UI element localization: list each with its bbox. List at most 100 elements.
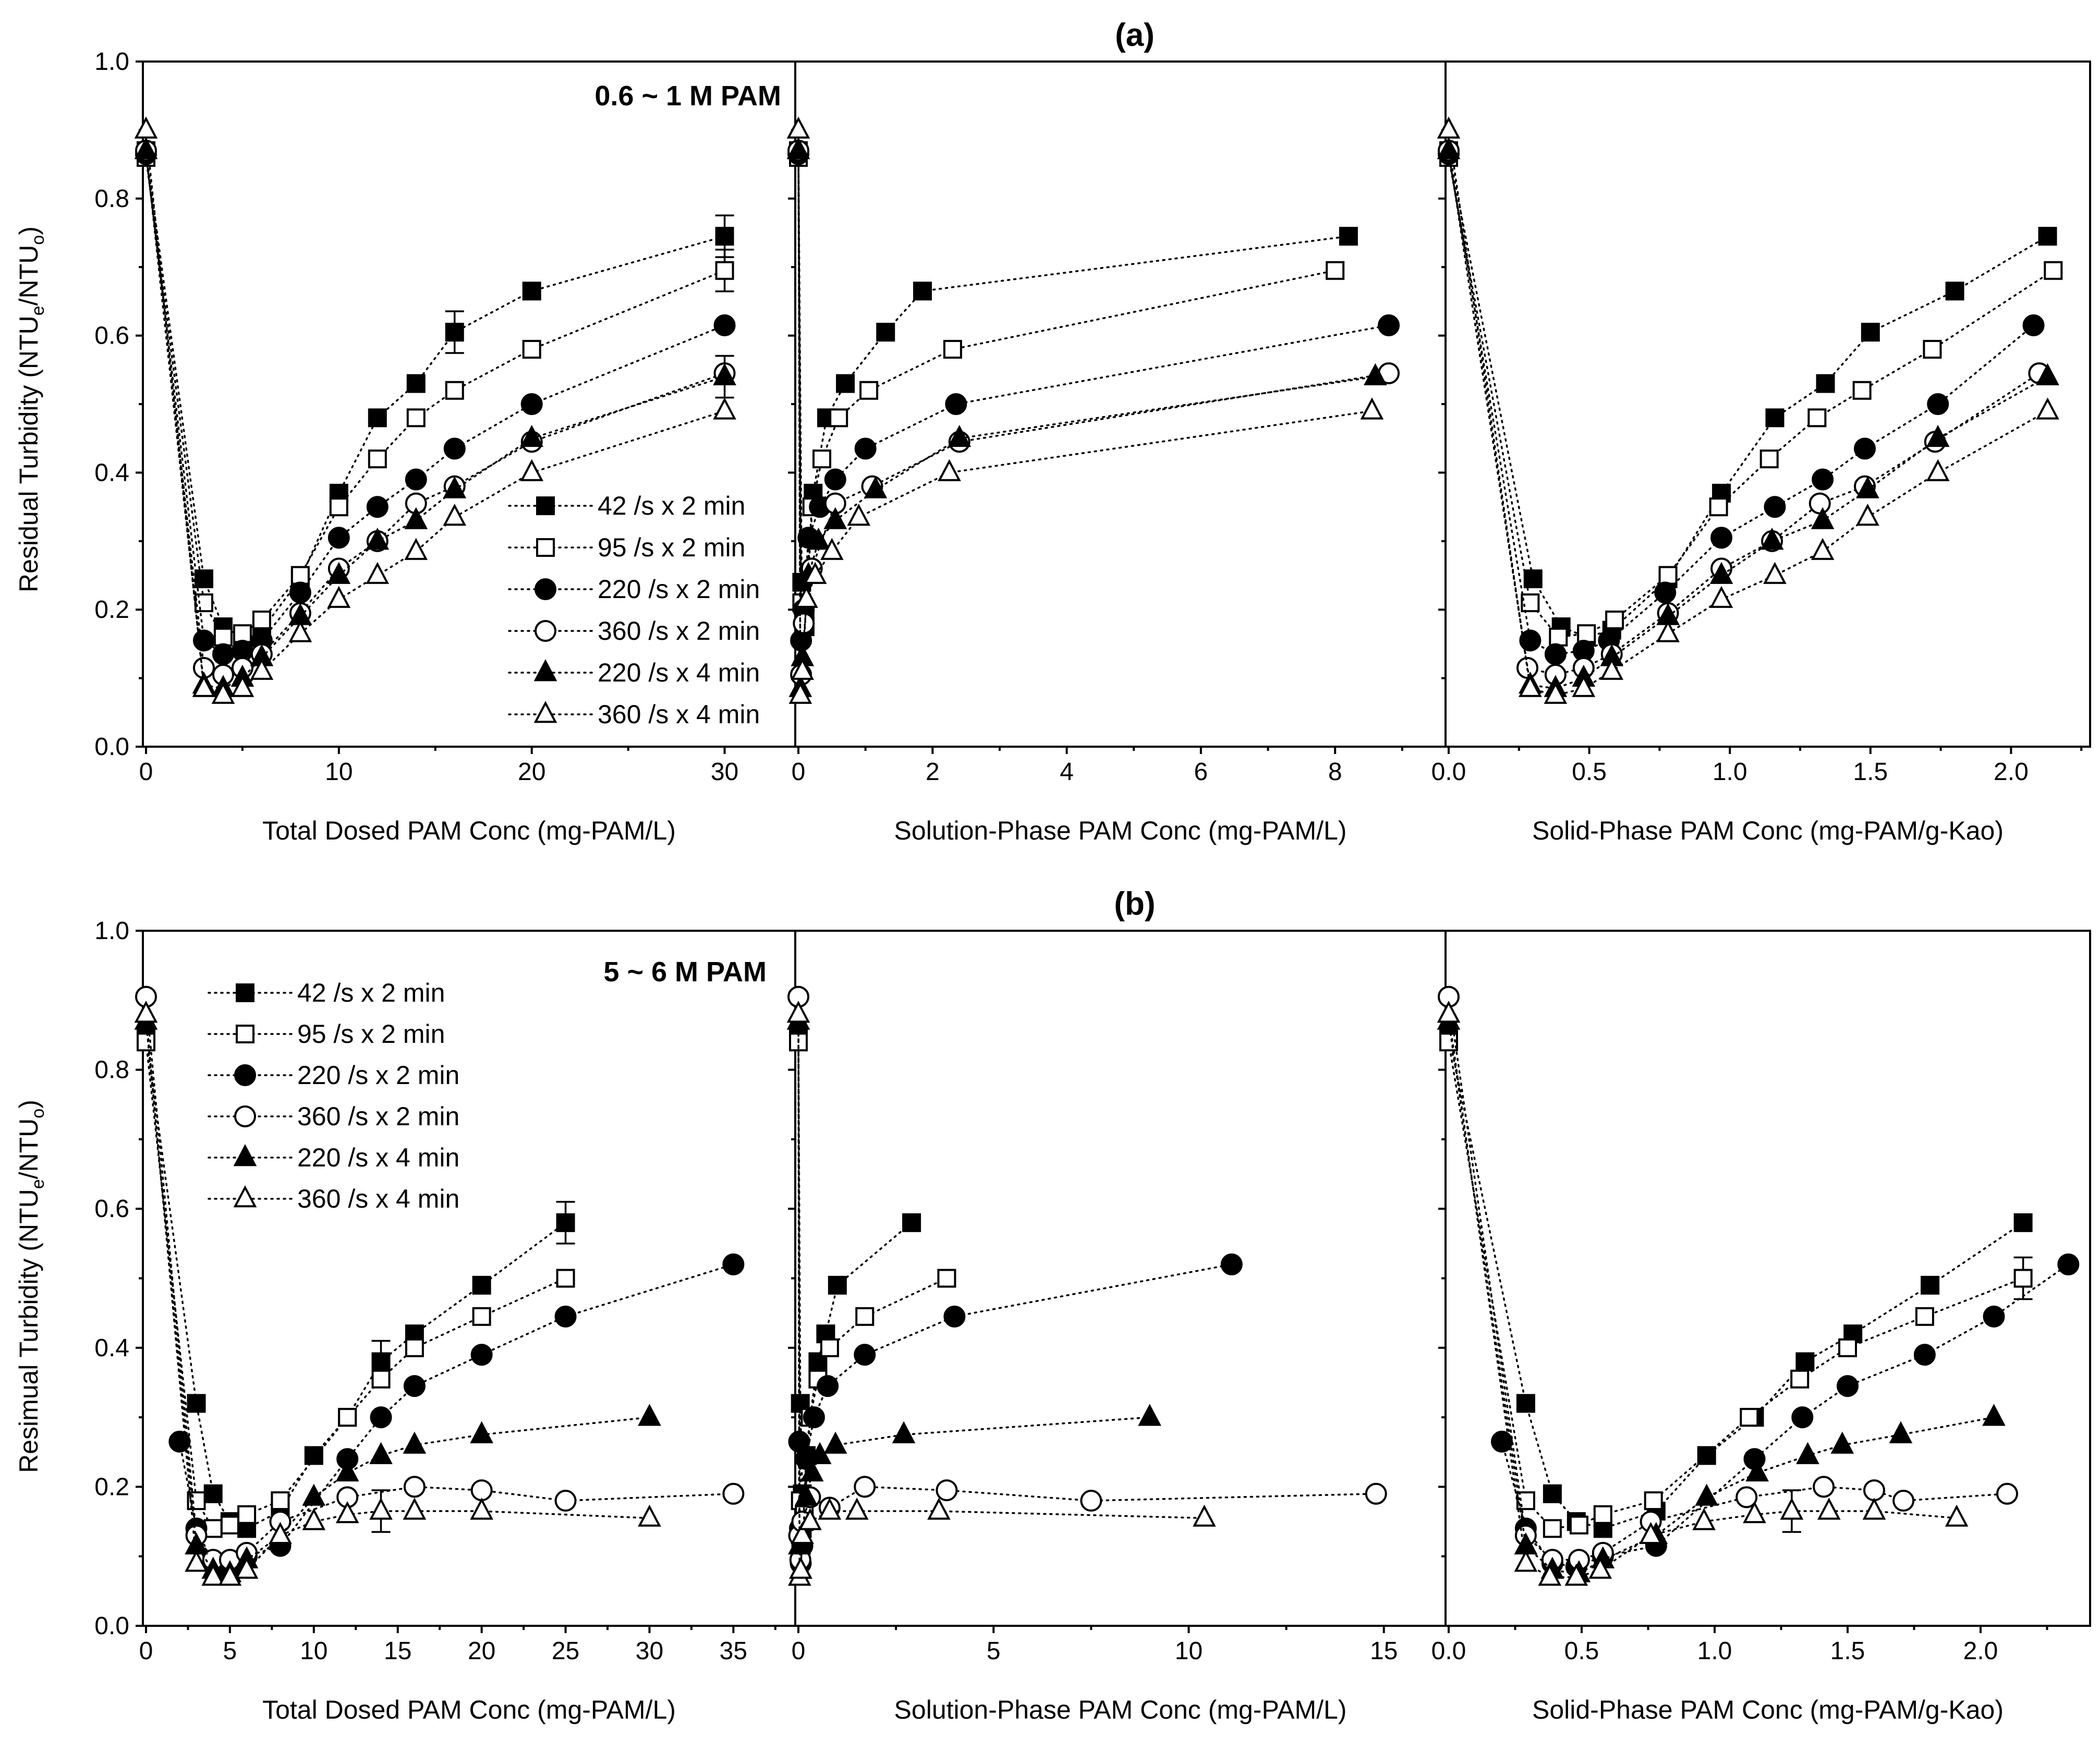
point-a1-0-8 bbox=[406, 374, 426, 393]
point-b3-2-11 bbox=[2057, 1253, 2080, 1275]
legend-a-label-0: 42 /s x 2 min bbox=[598, 491, 745, 520]
x-tick-label-a3: 1.0 bbox=[1713, 758, 1747, 786]
point-b3-1-10 bbox=[2013, 1269, 2033, 1288]
panel-a1: 0.0 0.2 0.4 0.6 0.8 1.0 0 10 20 30 Total Dosed PAM… bbox=[94, 48, 796, 845]
point-a1-2-8 bbox=[405, 468, 427, 491]
point-b3-4-9 bbox=[1830, 1431, 1854, 1454]
x-tick-label-a2: 4 bbox=[1060, 758, 1074, 786]
point-a1-5-10 bbox=[520, 459, 544, 481]
point-a1-2-1 bbox=[192, 629, 215, 652]
point-a2-4-7 bbox=[948, 424, 972, 447]
point-b3-2-9 bbox=[1913, 1344, 1936, 1366]
y-tick-label-a1: 1.0 bbox=[94, 48, 129, 76]
point-b3-1-9 bbox=[1915, 1307, 1934, 1326]
point-b1-4-6 bbox=[302, 1483, 326, 1506]
series-line-a1-2 bbox=[145, 153, 726, 655]
legend-a-item-0: 42 /s x 2 min bbox=[508, 491, 745, 520]
point-a3-0-9 bbox=[1861, 323, 1880, 342]
point-a3-3-8 bbox=[1808, 492, 1831, 515]
point-a3-1-9 bbox=[1852, 381, 1872, 400]
legend-b-label-2: 220 /s x 2 min bbox=[297, 1061, 459, 1090]
point-b2-2-8 bbox=[943, 1305, 966, 1328]
point-a3-5-10 bbox=[1926, 459, 1950, 481]
point-a3-4-0 bbox=[1437, 137, 1461, 160]
point-a2-4-4 bbox=[807, 527, 830, 550]
point-a1-5-0 bbox=[134, 116, 158, 139]
legend-a-label-5: 360 /s x 4 min bbox=[598, 700, 760, 729]
point-b3-5-3 bbox=[1564, 1563, 1588, 1586]
point-a2-5-1 bbox=[788, 682, 812, 704]
point-b2-5-2 bbox=[789, 1556, 812, 1579]
series-a3-5 bbox=[1437, 116, 2059, 704]
point-b3-0-1 bbox=[1516, 1394, 1535, 1413]
point-a3-4-8 bbox=[1811, 507, 1835, 529]
point-a2-0-6 bbox=[876, 323, 895, 342]
point-b3-1-3 bbox=[1569, 1515, 1588, 1535]
panel-b2: 0 5 10 15 Solution-Phase PAM Conc (mg-PAM/L) bbox=[786, 930, 1447, 1724]
x-tick-label-b2: 0 bbox=[792, 1637, 806, 1665]
y-axis-label-a-main: Residual Turbidity (NTU bbox=[14, 315, 43, 592]
series-line-a3-5 bbox=[1448, 129, 2049, 697]
series-a2-5 bbox=[786, 116, 1384, 704]
panel-b1: 0.0 0.2 0.4 0.6 0.8 1.0 0 5 10 15 20 25 30 35 Total Do… bbox=[94, 917, 796, 1724]
legend-b-marker-5 bbox=[233, 1185, 257, 1208]
x-tick-label-a2: 2 bbox=[926, 758, 940, 786]
point-b1-5-9 bbox=[403, 1498, 427, 1520]
point-a2-2-8 bbox=[1378, 314, 1400, 336]
y-tick-label-a1: 0.8 bbox=[94, 185, 129, 213]
legend-a-marker-2 bbox=[535, 578, 556, 600]
point-a2-5-2 bbox=[791, 658, 815, 680]
point-a1-0-9 bbox=[445, 323, 464, 342]
point-b1-0-10 bbox=[472, 1275, 491, 1295]
point-a1-1-9 bbox=[445, 381, 464, 400]
legend-b-item-1: 95 /s x 2 min bbox=[208, 1019, 445, 1049]
point-b1-3-10 bbox=[722, 1482, 745, 1505]
point-b3-1-6 bbox=[1740, 1408, 1759, 1427]
point-b1-1-7 bbox=[371, 1369, 391, 1389]
series-line-a1-5 bbox=[145, 129, 726, 697]
point-a3-5-4 bbox=[1600, 658, 1624, 680]
x-tick-label-a1: 10 bbox=[325, 758, 353, 786]
point-a1-5-6 bbox=[327, 586, 351, 608]
point-b3-5-11 bbox=[1945, 1504, 1969, 1527]
y-tick-label-a1: 0.4 bbox=[94, 459, 129, 486]
series-b1-1 bbox=[137, 1032, 575, 1538]
point-a3-1-4 bbox=[1605, 610, 1624, 629]
legend-b-marker-1 bbox=[236, 1025, 254, 1043]
series-a1-1 bbox=[137, 148, 734, 647]
legend-b-label-3: 360 /s x 2 min bbox=[297, 1102, 459, 1131]
y-axis-label-b: Resimual Turbidity (NTUe/NTUo) bbox=[14, 1100, 48, 1473]
panel-b3: 0.0 0.5 1.0 1.5 2.0 Solid-Phase PAM Conc (mg-… bbox=[1431, 930, 2091, 1724]
point-b3-0-10 bbox=[1921, 1275, 1940, 1295]
point-a2-1-5 bbox=[829, 408, 848, 428]
x-tick-label-b3: 1.0 bbox=[1697, 1637, 1732, 1665]
point-b1-5-2 bbox=[201, 1563, 225, 1586]
point-b2-4-9 bbox=[1138, 1404, 1161, 1426]
x-tick-label-a2: 8 bbox=[1328, 758, 1342, 786]
point-b3-5-7 bbox=[1743, 1501, 1766, 1524]
point-b1-1-10 bbox=[556, 1269, 575, 1288]
y-axis-label-a-sub-o: o bbox=[28, 235, 48, 245]
point-a3-2-11 bbox=[2022, 314, 2045, 336]
point-a1-2-6 bbox=[327, 527, 350, 549]
x-tick-label-b3: 2.0 bbox=[1963, 1637, 1998, 1665]
point-b1-5-7 bbox=[335, 1501, 359, 1524]
x-tick-label-b2: 15 bbox=[1370, 1637, 1398, 1665]
legend-b-label-5: 360 /s x 4 min bbox=[297, 1184, 459, 1213]
point-a2-1-6 bbox=[859, 381, 879, 400]
point-b3-5-10 bbox=[1862, 1498, 1886, 1520]
y-tick-label-b1: 0.0 bbox=[94, 1612, 129, 1640]
series-b1-5 bbox=[134, 1001, 661, 1586]
x-tick-label-b3: 0.0 bbox=[1431, 1637, 1466, 1665]
point-b2-4-4 bbox=[794, 1483, 818, 1506]
point-a2-4-8 bbox=[1364, 363, 1387, 385]
point-a1-5-3 bbox=[230, 675, 254, 697]
y-tick-label-b1: 0.6 bbox=[94, 1195, 129, 1223]
point-a1-2-9 bbox=[443, 437, 466, 460]
point-a2-4-5 bbox=[823, 507, 847, 529]
point-a1-2-7 bbox=[366, 496, 389, 518]
point-b2-4-8 bbox=[892, 1421, 916, 1443]
point-a3-2-7 bbox=[1764, 496, 1786, 518]
point-a2-5-5 bbox=[820, 538, 844, 560]
